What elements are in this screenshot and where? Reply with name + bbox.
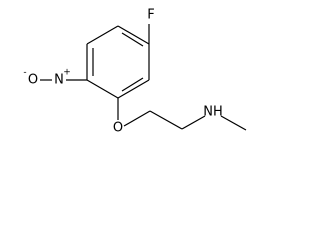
atom-label: O — [28, 73, 38, 88]
atom-label: N — [54, 73, 64, 88]
atom-label: NH — [203, 105, 223, 120]
atom-label: F — [147, 8, 154, 23]
atom-label: O — [113, 121, 123, 136]
atom-charge: - — [23, 68, 26, 78]
bonds — [40, 24, 247, 131]
atom-charge: + — [63, 68, 71, 78]
structure-diagram: F N + O - O NH — [23, 8, 247, 136]
